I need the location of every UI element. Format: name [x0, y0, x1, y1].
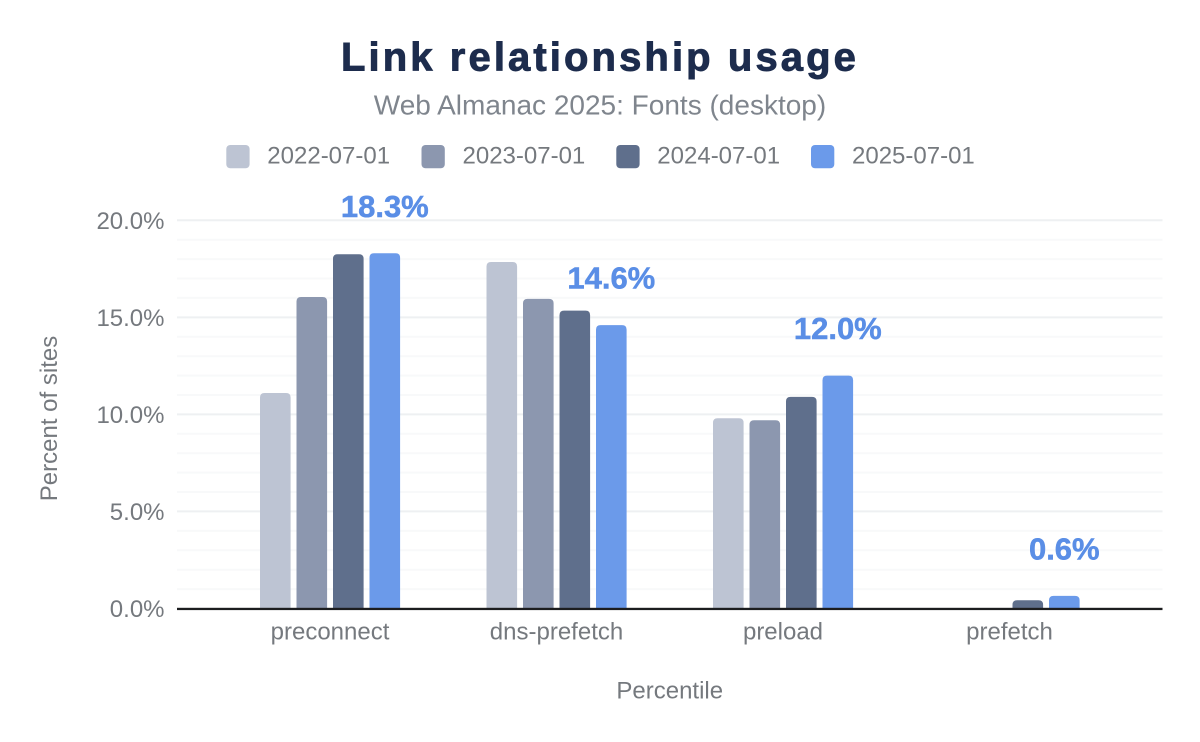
svg-text:5.0%: 5.0%	[110, 499, 165, 526]
svg-text:Web Almanac 2025: Fonts (deskt: Web Almanac 2025: Fonts (desktop)	[374, 90, 826, 121]
svg-text:0.0%: 0.0%	[110, 596, 165, 623]
svg-text:2023-07-01: 2023-07-01	[463, 142, 586, 169]
svg-text:preconnect: preconnect	[271, 618, 390, 645]
svg-text:12.0%: 12.0%	[794, 311, 882, 346]
svg-text:prefetch: prefetch	[966, 618, 1053, 645]
svg-text:0.6%: 0.6%	[1029, 531, 1100, 566]
svg-text:10.0%: 10.0%	[96, 402, 164, 429]
svg-text:Link relationship usage: Link relationship usage	[341, 35, 859, 79]
svg-text:Percentile: Percentile	[616, 677, 723, 704]
svg-text:preload: preload	[743, 618, 823, 645]
svg-text:14.6%: 14.6%	[567, 261, 655, 296]
svg-text:2024-07-01: 2024-07-01	[657, 142, 780, 169]
svg-text:15.0%: 15.0%	[96, 305, 164, 332]
svg-text:20.0%: 20.0%	[96, 208, 164, 235]
svg-text:dns-prefetch: dns-prefetch	[490, 618, 623, 645]
svg-text:Percent of sites: Percent of sites	[36, 336, 63, 501]
svg-text:2025-07-01: 2025-07-01	[852, 142, 975, 169]
svg-text:18.3%: 18.3%	[341, 189, 429, 224]
svg-text:2022-07-01: 2022-07-01	[267, 142, 390, 169]
